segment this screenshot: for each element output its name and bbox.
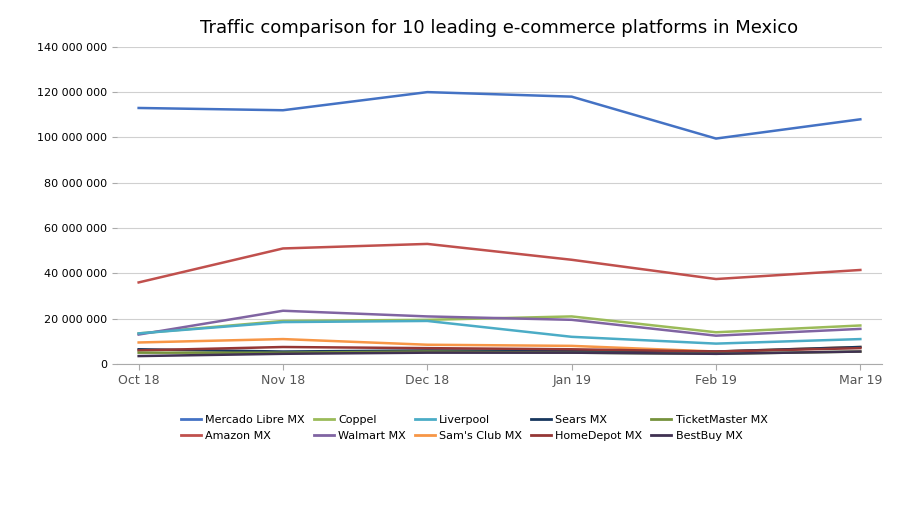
Mercado Libre MX bbox=[277, 107, 288, 113]
Legend: Mercado Libre MX, Amazon MX, Coppel, Walmart MX, Liverpool, Sam's Club MX, Sears: Mercado Libre MX, Amazon MX, Coppel, Wal… bbox=[176, 411, 772, 445]
HomeDepot MX bbox=[422, 345, 433, 352]
Amazon MX bbox=[855, 267, 866, 273]
Mercado Libre MX bbox=[855, 116, 866, 122]
Liverpool bbox=[566, 334, 577, 340]
TicketMaster MX bbox=[277, 349, 288, 356]
Line: Mercado Libre MX: Mercado Libre MX bbox=[139, 92, 860, 138]
BestBuy MX bbox=[133, 353, 144, 359]
Sears MX bbox=[422, 347, 433, 354]
Line: Walmart MX: Walmart MX bbox=[139, 311, 860, 336]
TicketMaster MX bbox=[566, 349, 577, 356]
Sam's Club MX bbox=[855, 344, 866, 350]
Coppel bbox=[711, 329, 722, 335]
Sears MX bbox=[855, 344, 866, 350]
Line: TicketMaster MX: TicketMaster MX bbox=[139, 352, 860, 354]
Sears MX bbox=[277, 348, 288, 355]
Line: Liverpool: Liverpool bbox=[139, 321, 860, 344]
HomeDepot MX bbox=[277, 344, 288, 350]
Sam's Club MX bbox=[711, 348, 722, 355]
Walmart MX bbox=[566, 317, 577, 323]
HomeDepot MX bbox=[711, 348, 722, 355]
Amazon MX bbox=[422, 241, 433, 247]
Sears MX bbox=[566, 348, 577, 354]
Walmart MX bbox=[422, 313, 433, 319]
Coppel bbox=[133, 330, 144, 336]
Sam's Club MX bbox=[566, 343, 577, 349]
Coppel bbox=[566, 313, 577, 319]
BestBuy MX bbox=[566, 349, 577, 356]
Amazon MX bbox=[711, 276, 722, 282]
Liverpool bbox=[422, 318, 433, 324]
Liverpool bbox=[277, 319, 288, 325]
Mercado Libre MX bbox=[711, 135, 722, 141]
TicketMaster MX bbox=[711, 350, 722, 357]
Liverpool bbox=[133, 330, 144, 336]
Sears MX bbox=[133, 346, 144, 353]
HomeDepot MX bbox=[133, 347, 144, 354]
Line: Sam's Club MX: Sam's Club MX bbox=[139, 339, 860, 352]
Walmart MX bbox=[133, 331, 144, 337]
HomeDepot MX bbox=[855, 345, 866, 352]
Walmart MX bbox=[277, 308, 288, 314]
BestBuy MX bbox=[855, 348, 866, 355]
Line: BestBuy MX: BestBuy MX bbox=[139, 352, 860, 356]
TicketMaster MX bbox=[133, 349, 144, 356]
Amazon MX bbox=[566, 257, 577, 263]
BestBuy MX bbox=[422, 349, 433, 356]
TicketMaster MX bbox=[855, 348, 866, 355]
Sears MX bbox=[711, 348, 722, 355]
Sam's Club MX bbox=[277, 336, 288, 342]
BestBuy MX bbox=[711, 350, 722, 357]
Coppel bbox=[855, 322, 866, 329]
Line: Amazon MX: Amazon MX bbox=[139, 244, 860, 282]
Walmart MX bbox=[855, 326, 866, 332]
Mercado Libre MX bbox=[566, 94, 577, 100]
Liverpool bbox=[711, 341, 722, 347]
Amazon MX bbox=[277, 245, 288, 252]
TicketMaster MX bbox=[422, 348, 433, 355]
Coppel bbox=[277, 318, 288, 324]
BestBuy MX bbox=[277, 350, 288, 357]
Title: Traffic comparison for 10 leading e-commerce platforms in Mexico: Traffic comparison for 10 leading e-comm… bbox=[201, 19, 798, 37]
Sam's Club MX bbox=[133, 340, 144, 346]
Mercado Libre MX bbox=[422, 89, 433, 95]
Line: HomeDepot MX: HomeDepot MX bbox=[139, 347, 860, 352]
Coppel bbox=[422, 317, 433, 323]
Line: Sears MX: Sears MX bbox=[139, 347, 860, 352]
Sam's Club MX bbox=[422, 342, 433, 348]
Mercado Libre MX bbox=[133, 105, 144, 111]
Liverpool bbox=[855, 336, 866, 342]
Amazon MX bbox=[133, 279, 144, 285]
Walmart MX bbox=[711, 333, 722, 339]
HomeDepot MX bbox=[566, 346, 577, 353]
Line: Coppel: Coppel bbox=[139, 316, 860, 333]
